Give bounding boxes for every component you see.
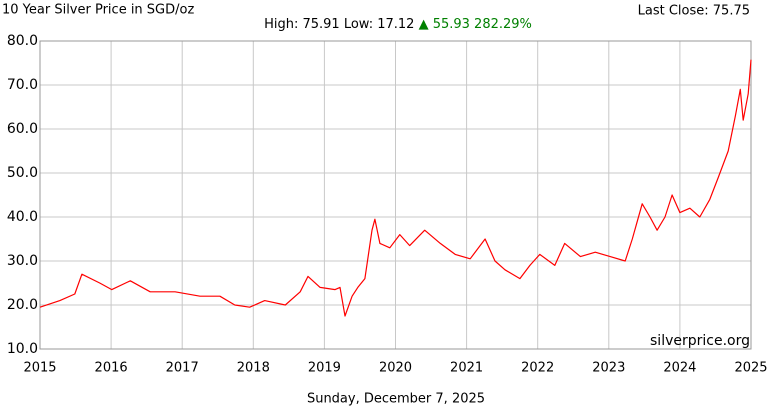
chart-title: 10 Year Silver Price in SGD/oz [2,3,194,18]
date: Sunday, December 7, 2025 [307,392,485,407]
y-tick-label: 10.0 [7,341,38,357]
x-tick-label: 2020 [379,361,412,376]
y-tick-label: 80.0 [7,33,38,49]
x-tick-label: 2016 [95,361,128,376]
watermark: silverprice.org [650,333,750,349]
x-tick-label: 2021 [450,361,483,376]
change: ▲ 55.93 282.29% [419,17,532,32]
x-tick-label: 2023 [592,361,625,376]
x-tick-label: 2025 [734,361,767,376]
stats-line: High: 75.91 Low: 17.12 ▲ 55.93 282.29% [264,17,532,32]
x-tick-label: 2015 [23,361,56,376]
y-tick-label: 60.0 [7,121,38,137]
y-tick-label: 40.0 [7,209,38,225]
y-tick-label: 20.0 [7,297,38,313]
x-tick-label: 2017 [166,361,199,376]
x-tick-label: 2018 [237,361,270,376]
last-close: Last Close: 75.75 [638,4,750,19]
stats: High: 75.91 Low: 17.12 [264,17,414,32]
x-tick-label: 2019 [308,361,341,376]
y-tick-label: 50.0 [7,165,38,181]
price-line [39,59,752,317]
x-tick-label: 2022 [521,361,554,376]
y-tick-label: 30.0 [7,253,38,269]
x-tick-label: 2024 [663,361,696,376]
y-tick-label: 70.0 [7,77,38,93]
plot-frame [39,40,752,350]
